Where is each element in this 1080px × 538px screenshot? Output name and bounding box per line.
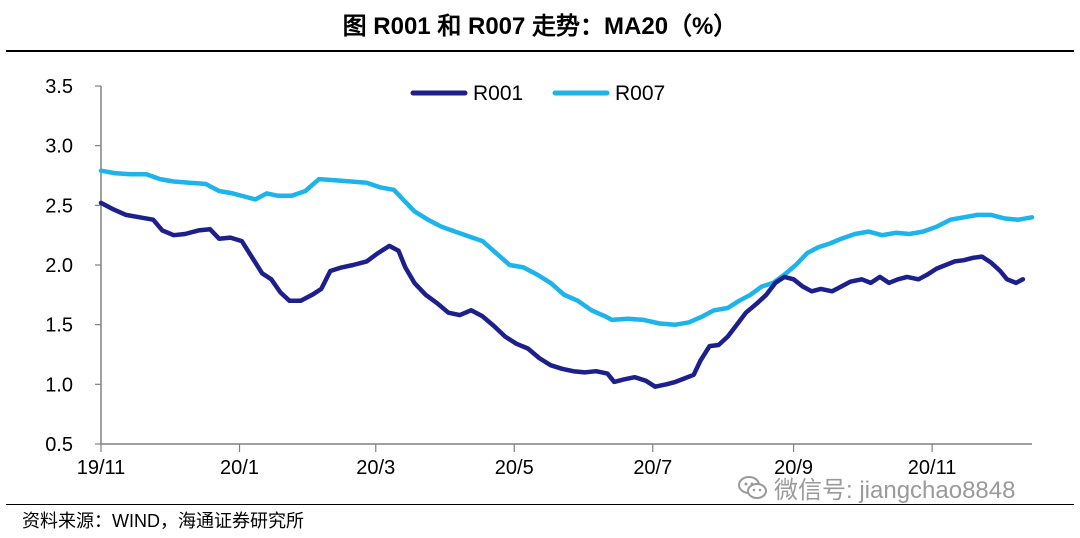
line-chart: 0.5 1.0 1.5 2.0 2.5 3.0 3.5 19/11 20/1 20/3 20/5 20…: [45, 76, 1035, 479]
x-tick-label: 20/11: [908, 457, 957, 479]
x-tick-label: 20/7: [633, 457, 672, 479]
x-tick-label: 20/1: [220, 457, 259, 479]
title-rule: [6, 50, 1074, 52]
y-tick-label: 1.5: [45, 315, 73, 337]
x-tick-label: 19/11: [77, 457, 126, 479]
x-tick-label: 20/3: [356, 457, 395, 479]
y-tick-label: 0.5: [45, 434, 73, 456]
watermark-text: 微信号: jiangchao8848: [774, 477, 1016, 504]
y-tick-label: 2.0: [45, 255, 73, 277]
series-line-r007: [98, 168, 1035, 327]
x-tick-label: 20/5: [495, 457, 534, 479]
watermark: 微信号: jiangchao8848: [738, 470, 1015, 505]
source-rule: [6, 504, 1074, 505]
source-note: 资料来源：WIND，海通证券研究所: [22, 511, 304, 531]
chart-legend: R001 R007: [410, 82, 665, 105]
chart-title: 图 R001 和 R007 走势：MA20（%）: [342, 13, 738, 40]
y-tick-label: 1.0: [45, 374, 73, 396]
series-layer: [98, 168, 1035, 389]
y-tick-label: 3.0: [45, 136, 73, 158]
wechat-icon: [738, 475, 767, 499]
y-tick-label: 3.5: [45, 76, 73, 98]
series-line-r001: [98, 200, 1026, 389]
y-tick-label: 2.5: [45, 195, 73, 217]
x-tick-label: 20/9: [774, 457, 813, 479]
chart-axes: 0.5 1.0 1.5 2.0 2.5 3.0 3.5 19/11 20/1 20/3 20/5 20…: [45, 76, 1032, 479]
legend-label-r001: R001: [473, 82, 523, 105]
legend-label-r007: R007: [615, 82, 665, 105]
